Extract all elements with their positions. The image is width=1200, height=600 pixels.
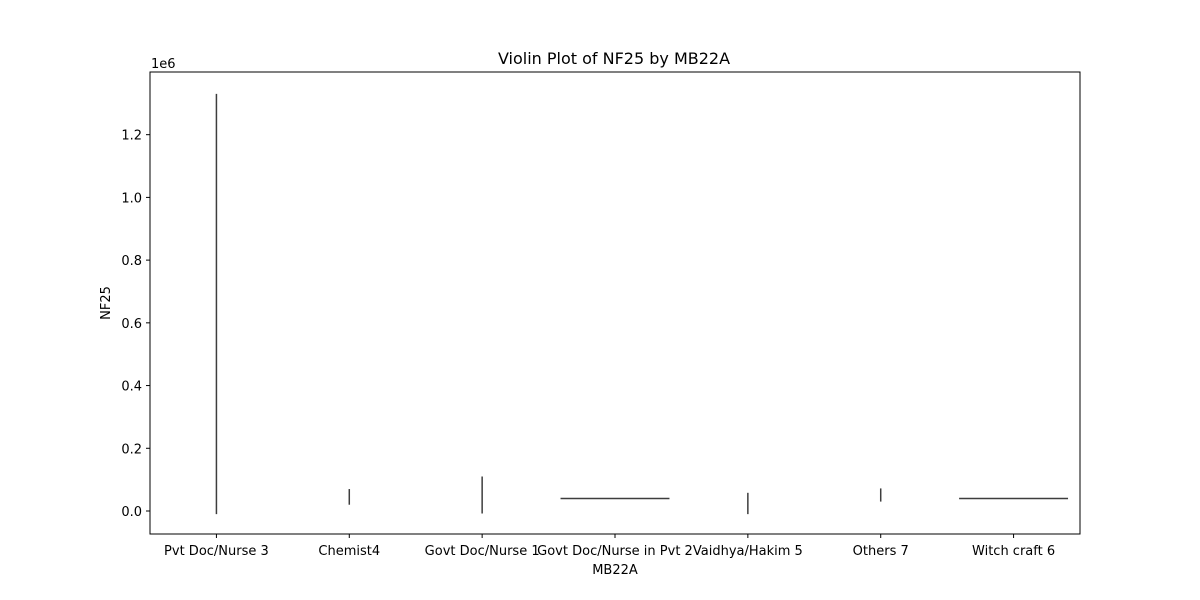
x-tick-label: Chemist4: [318, 544, 380, 559]
x-tick-label: Pvt Doc/Nurse 3: [164, 544, 269, 559]
y-tick-label: 0.0: [121, 505, 142, 520]
y-axis-label: NF25: [99, 286, 114, 320]
x-tick-label: Govt Doc/Nurse 1: [425, 544, 540, 559]
plot-area-frame: [149, 71, 1081, 535]
y-tick-label: 0.8: [121, 254, 142, 269]
y-tick-label: 1.2: [121, 129, 142, 144]
y-axis-ticks: 0.0 0.2 0.4 0.6 0.8 1.0 1.2: [121, 129, 150, 520]
x-tick-label: Vaidhya/Hakim 5: [693, 544, 803, 559]
y-tick-label: 0.4: [121, 380, 142, 395]
y-tick-label: 1.0: [121, 191, 142, 206]
y-scale-multiplier: 1e6: [151, 57, 176, 72]
x-tick-label: Others 7: [853, 544, 909, 559]
y-tick-label: 0.6: [121, 317, 142, 332]
y-tick-label: 0.2: [121, 442, 142, 457]
x-tick-label: Govt Doc/Nurse in Pvt 2: [537, 544, 693, 559]
x-axis-ticks: Pvt Doc/Nurse 3 Chemist4 Govt Doc/Nurse 1G…: [164, 534, 1055, 559]
chart-title: Violin Plot of NF25 by MB22A: [498, 49, 730, 68]
violin-marks: [215, 93, 1069, 515]
x-tick-label: Witch craft 6: [972, 544, 1055, 559]
x-axis-label: MB22A: [592, 563, 638, 578]
